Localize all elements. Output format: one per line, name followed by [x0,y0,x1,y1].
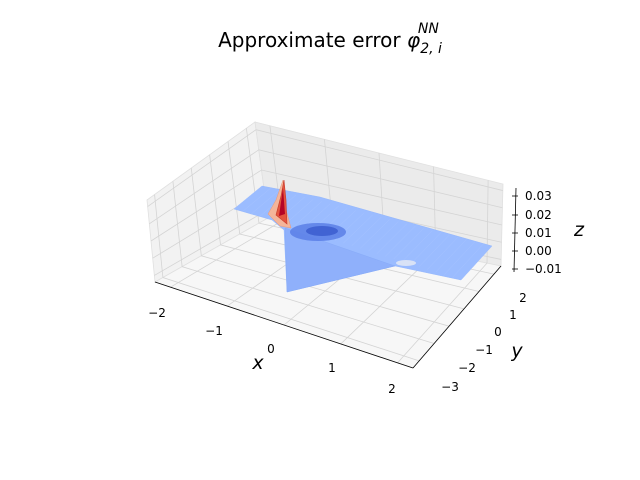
surface-mesh-line [418,234,450,267]
grid-lines [147,125,503,364]
grid-y-line-1 [172,181,435,344]
x-tick-label: 2 [388,382,396,396]
surface-mesh-line [368,221,399,252]
x-tick-label: −1 [205,324,223,338]
surface-mesh-line [292,201,322,228]
y-tick-label: −3 [441,380,459,394]
x-tick-label: 0 [267,342,275,356]
surface-dip-core [306,226,338,236]
surface-mesh-line [427,236,459,270]
y-tick-label: 0 [494,325,502,339]
surface-mesh-line [250,190,280,215]
surface-mesh-line [385,225,416,257]
axis-edges [154,187,517,369]
z-tick-label: −0.01 [525,262,562,276]
z-axis-label: z [573,219,585,241]
surface-front-wedge [284,227,396,293]
surface-mesh-line [233,185,263,210]
surface-mesh-line [242,188,271,212]
surface-spike-top [279,188,285,216]
surface-mesh-line [402,230,433,262]
grid-y-line-0 [154,194,420,362]
surface-mesh-line [435,239,467,273]
y-tick-label: −1 [475,343,493,357]
surface-mesh-line [452,243,484,278]
surface-mesh-line [460,245,493,281]
z-tick-label: 0.01 [525,226,552,240]
grid-y-line-3 [209,154,465,310]
surface-mesh-line [343,214,373,244]
y-tick-label: 2 [519,291,527,305]
z-tick-label: 0.02 [525,208,552,222]
grid-z-line-4 [147,129,503,207]
grid-y-line-4 [227,141,480,292]
title-prefix: Approximate error [218,28,407,52]
z-axis-line [513,187,517,273]
grid-z-line-3 [149,149,503,225]
x-tick-labels: −2 −1 0 1 2 [148,306,396,396]
surface-mesh-line [359,219,390,249]
surface-mesh-line [444,241,476,275]
y-axis-line [412,265,502,369]
x-axis-line [154,281,414,369]
grid-x-line-4 [397,180,489,364]
z-tick-label: 0.03 [525,189,552,203]
z-tick-labels: −0.01 0.00 0.01 0.02 0.03 [512,189,562,276]
grid-z-line-2 [150,169,503,242]
surface-mesh-line [351,216,382,246]
x-tick-label: −2 [148,306,166,320]
x-tick-label: 1 [328,361,336,375]
y-tick-label: 1 [509,308,517,322]
surface-mesh-line [410,232,442,265]
surface-light-patch [396,260,416,266]
z-tick-label: 0.00 [525,244,552,258]
x-axis-label: x [251,352,264,374]
title-subscript: 2, i [420,41,442,57]
title-symbol: φ [407,28,420,52]
y-tick-label: −2 [458,361,476,375]
surface-plot [233,179,493,293]
chart-title: Approximate error φ2, i NN [218,21,442,57]
surface-mesh-line [376,223,407,254]
surface-mesh-line [393,228,424,260]
title-superscript: NN [418,21,439,37]
grid-y-line-2 [190,167,450,327]
y-axis-label: y [510,340,523,362]
